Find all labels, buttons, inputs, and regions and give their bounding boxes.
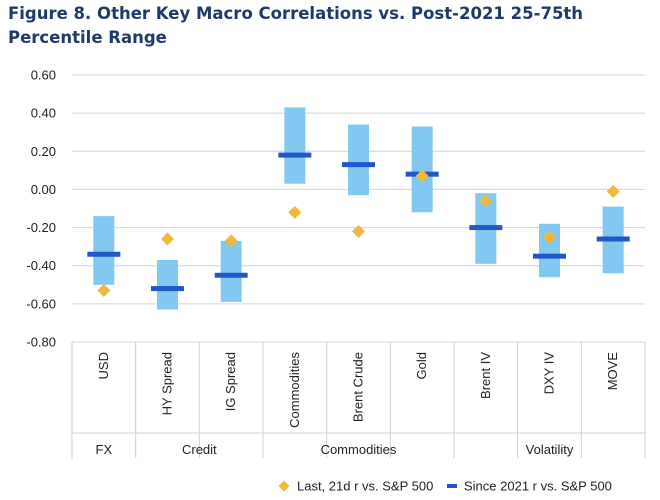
category-label: Commodities [287,352,302,428]
last-diamond [415,169,429,183]
category-label: IG Spread [223,352,238,411]
y-tick-label: -0.60 [26,296,56,311]
last-diamond [161,232,174,246]
last-diamond [97,284,111,298]
group-label: Volatility [526,442,574,457]
median-marker [151,286,184,292]
range-bar [284,107,306,184]
y-tick-label: 0.60 [31,68,56,83]
category-label: MOVE [605,352,620,391]
range-bar [348,124,369,196]
y-tick-label: 0.40 [31,106,56,121]
last-diamond [352,224,365,238]
legend-dash-icon [447,484,457,488]
median-marker [469,225,503,231]
last-diamond [288,205,302,219]
median-marker [87,251,121,257]
range-bar [220,240,242,302]
y-tick-label: 0.00 [31,182,56,197]
category-label: Brent Crude [351,352,366,422]
group-label: Commodities [321,442,397,457]
group-label: Credit [182,442,217,457]
last-diamond [224,234,238,248]
legend-label-last: Last, 21d r vs. S&P 500 [297,479,433,494]
y-tick-label: -0.40 [26,258,56,273]
median-marker [533,253,566,259]
y-tick-label: -0.80 [26,335,56,350]
median-marker [214,272,248,278]
median-marker [342,162,375,168]
legend-diamond-icon [278,480,290,492]
range-bar [411,126,433,213]
last-diamond [479,194,493,208]
category-label: USD [96,352,111,379]
category-label: Brent IV [478,352,493,399]
group-label: FX [96,442,113,457]
y-tick-label: 0.20 [31,144,56,159]
legend-label-since: Since 2021 r vs. S&P 500 [464,479,612,494]
category-label: Gold [414,352,429,379]
category-label: DXY IV [542,352,557,395]
last-diamond [606,184,620,198]
last-diamond [543,230,556,244]
range-bar [157,259,178,310]
y-tick-label: -0.20 [26,220,56,235]
range-bar [93,216,115,285]
chart-title: Figure 8. Other Key Macro Correlations v… [8,4,584,47]
category-label: HY Spread [160,352,175,415]
median-marker [278,152,312,158]
median-marker [596,236,630,242]
